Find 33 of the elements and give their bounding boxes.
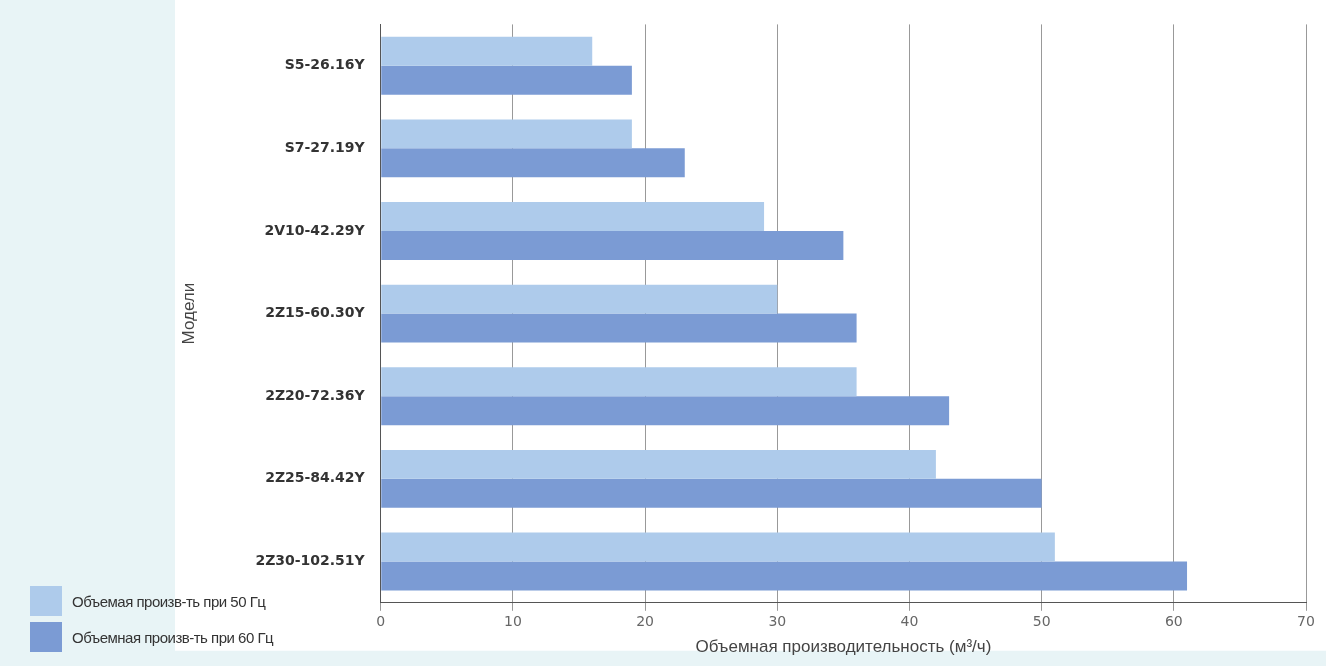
legend-label: Объемая произв-ть при 50 Гц [72,592,266,610]
bar [381,561,1188,591]
y-tick-label: 2Z20-72.36Y [265,386,366,403]
x-tick-label: 40 [900,612,919,629]
x-tick-label: 30 [768,612,787,629]
y-tick-label: 2Z30-102.51Y [255,552,366,569]
x-tick-label: 60 [1164,612,1183,629]
bar [381,284,778,314]
y-tick-label: 2Z25-84.42Y [265,469,366,486]
bar [381,367,857,397]
bar [381,313,857,343]
bar [381,202,765,231]
bar [381,119,632,149]
bar [381,449,936,479]
x-tick-label: 10 [504,612,522,629]
bar [381,65,632,95]
legend-label: Объемная произв-ть при 60 Гц [72,628,274,646]
x-tick-label: 50 [1032,612,1051,629]
y-tick-label: 2Z15-60.30Y [265,304,366,321]
x-tick-label: 0 [376,612,386,629]
x-tick-label: 20 [636,612,655,629]
y-tick-label: S5-26.16Y [284,56,366,73]
bar [381,532,1055,562]
y-tick-label: S7-27.19Y [284,138,366,155]
x-axis-title: Объемная производительность (м³/ч) [695,637,992,657]
bar [381,396,950,426]
bar [381,36,593,66]
bar [381,230,844,260]
bar [381,478,1042,508]
y-axis-title: Модели [178,282,198,345]
bar [381,148,685,178]
x-tick-label: 70 [1297,612,1315,629]
y-tick-label: 2V10-42.29Y [264,221,366,238]
